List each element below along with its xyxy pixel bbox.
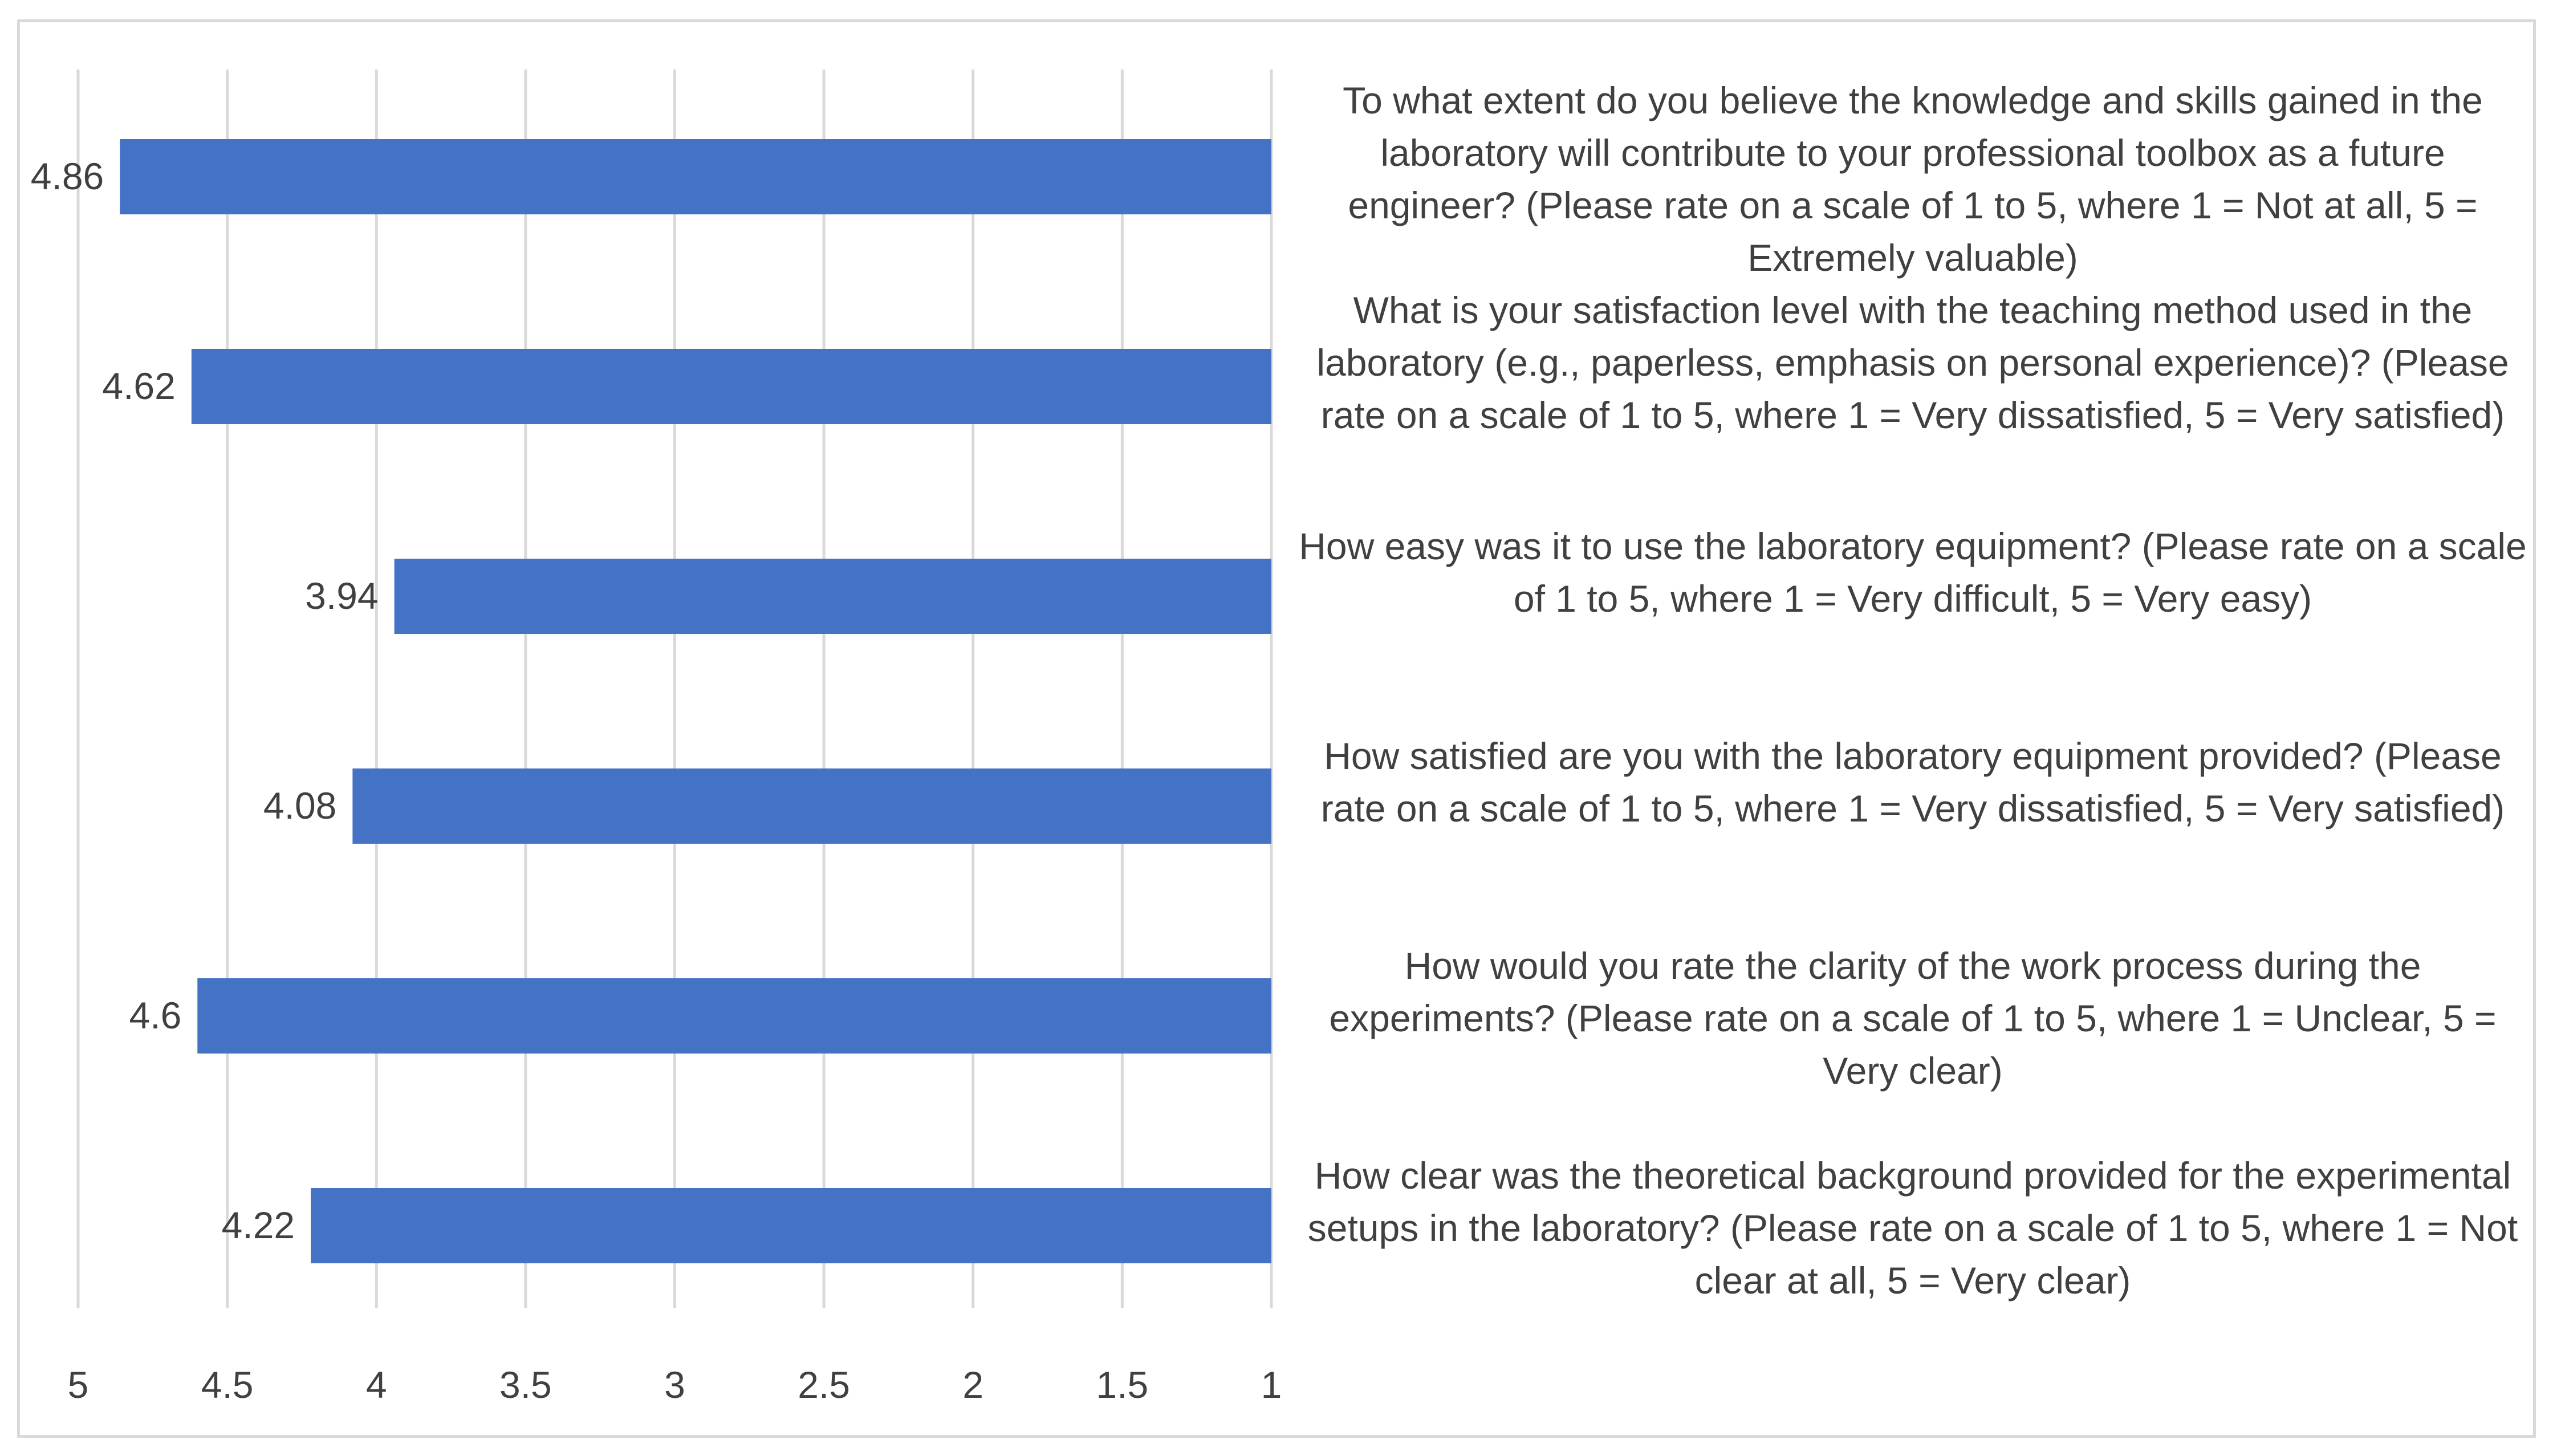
bar-2 — [394, 559, 1271, 634]
category-label-2: How easy was it to use the laboratory eq… — [1299, 525, 2527, 620]
x-tick-label: 3.5 — [499, 1364, 552, 1406]
data-label-0: 4.86 — [31, 155, 104, 197]
x-tick-label: 4 — [366, 1364, 387, 1406]
bar-4 — [197, 978, 1271, 1054]
data-label-1: 4.62 — [102, 365, 175, 407]
data-labels: 4.86 4.62 3.94 4.08 4.6 4.22 — [31, 155, 379, 1246]
x-tick-label: 1 — [1261, 1364, 1282, 1406]
x-tick-label: 4.5 — [201, 1364, 254, 1406]
category-label-3: How satisfied are you with the laborator… — [1320, 735, 2505, 829]
bar-3 — [352, 768, 1271, 844]
x-tick-label: 3 — [664, 1364, 685, 1406]
category-label-5: How clear was the theoretical background… — [1307, 1154, 2518, 1302]
category-label-0: To what extent do you believe the knowle… — [1343, 79, 2483, 279]
bar-1 — [191, 349, 1272, 424]
data-label-2: 3.94 — [305, 575, 378, 617]
x-tick-label: 1.5 — [1096, 1364, 1149, 1406]
data-label-5: 4.22 — [222, 1204, 295, 1246]
bar-5 — [311, 1188, 1271, 1263]
data-label-4: 4.6 — [129, 994, 182, 1036]
category-label-1: What is your satisfaction level with the… — [1316, 289, 2509, 436]
bar-0 — [120, 139, 1271, 214]
x-tick-label: 5 — [68, 1364, 89, 1406]
x-tick-label: 2.5 — [798, 1364, 850, 1406]
category-label-4: How would you rate the clarity of the wo… — [1329, 945, 2497, 1092]
x-axis-ticks: 1 1.5 2 2.5 3 3.5 4 4.5 5 — [68, 1364, 1282, 1406]
x-tick-label: 2 — [962, 1364, 983, 1406]
bars — [120, 139, 1272, 1263]
data-label-3: 4.08 — [263, 784, 336, 827]
gridlines — [76, 70, 1273, 1308]
